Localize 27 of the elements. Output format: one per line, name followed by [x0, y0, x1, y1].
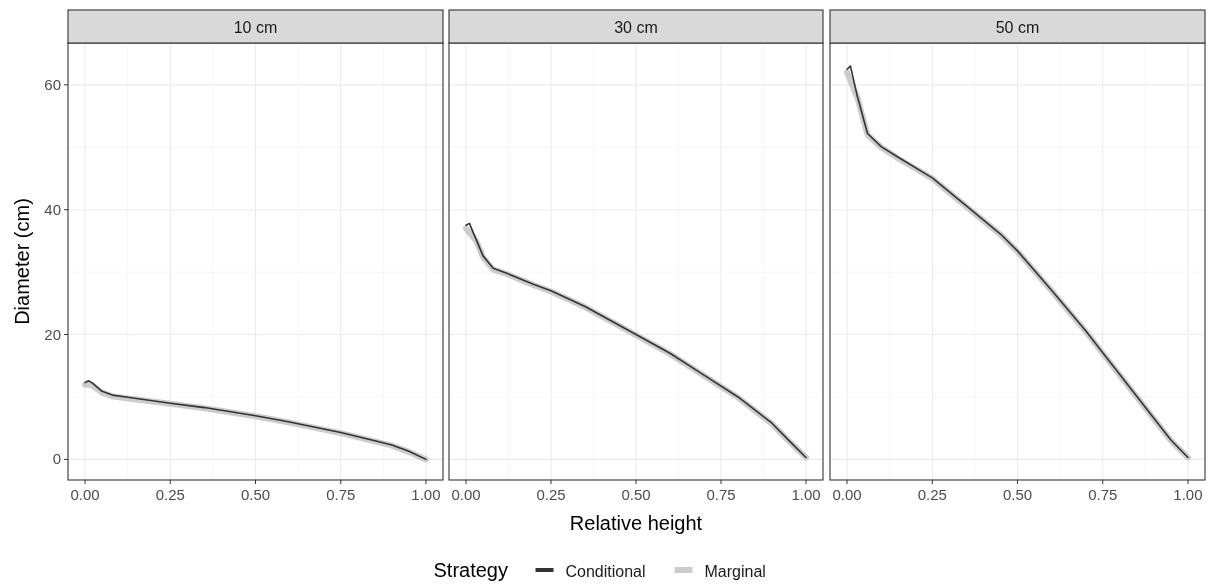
x-axis-title: Relative height: [569, 512, 703, 534]
x-tick-label: 0.25: [536, 486, 566, 503]
chart-title: 30 cm: [614, 18, 658, 36]
x-tick-label: 1.00: [411, 486, 441, 503]
y-axis-title: Diameter (cm): [11, 198, 33, 325]
legend-title: Strategy: [433, 559, 508, 581]
chart-title: 10 cm: [233, 18, 278, 36]
x-tick-label: 0.00: [832, 486, 862, 503]
x-tick-label: 0.75: [706, 486, 736, 503]
x-tick-label: 1.00: [791, 486, 821, 503]
x-tick-label: 0.50: [1002, 486, 1033, 503]
y-tick-label: 40: [44, 200, 61, 218]
x-tick-label: 0.00: [451, 486, 481, 503]
x-tick-label: 0.75: [1088, 486, 1118, 503]
x-tick-label: 0.00: [70, 486, 100, 503]
x-tick-label: 0.50: [621, 486, 651, 503]
chart-title: 50 cm: [995, 18, 1040, 36]
legend-label: Marginal: [704, 563, 766, 580]
x-tick-label: 1.00: [1173, 486, 1203, 503]
x-tick-label: 0.75: [326, 486, 356, 503]
legend-label: Conditional: [565, 563, 646, 580]
x-tick-label: 0.25: [155, 486, 185, 503]
x-tick-label: 0.50: [240, 486, 271, 503]
y-tick-label: 20: [44, 325, 61, 343]
y-tick-label: 0: [52, 450, 61, 468]
y-tick-label: 60: [44, 75, 61, 93]
x-tick-label: 0.25: [917, 486, 947, 503]
